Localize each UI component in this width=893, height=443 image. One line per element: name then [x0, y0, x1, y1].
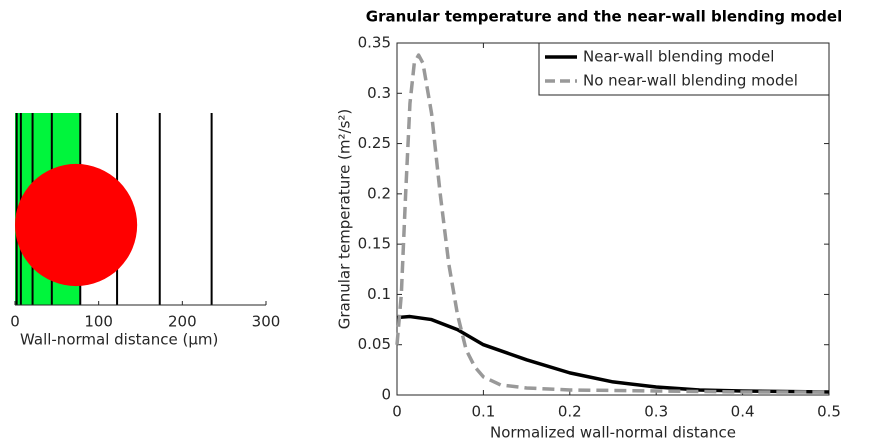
- y-tick-label: 0.05: [358, 335, 391, 353]
- series-line: [395, 53, 829, 394]
- legend-box: [538, 42, 830, 96]
- y-tick-label: 0.25: [358, 134, 391, 152]
- x-tick-label: 0: [392, 403, 402, 421]
- y-tick-label: 0.1: [367, 285, 391, 303]
- x-tick-label: 300: [252, 313, 281, 331]
- x-tick-label: 200: [168, 313, 197, 331]
- x-tick-label: 0.1: [471, 403, 495, 421]
- legend-label: Near-wall blending model: [583, 48, 774, 66]
- y-tick-label: 0.35: [358, 34, 391, 52]
- x-tick-label: 0.4: [731, 403, 755, 421]
- right-y-label: Granular temperature (m²/s²): [336, 109, 354, 330]
- y-tick-label: 0.3: [367, 84, 391, 102]
- x-tick-label: 0.5: [817, 403, 841, 421]
- x-tick-label: 0.3: [644, 403, 668, 421]
- x-tick-label: 100: [84, 313, 113, 331]
- y-tick-label: 0.2: [367, 184, 391, 202]
- x-tick-label: 0: [10, 313, 20, 331]
- right-x-label: Normalized wall-normal distance: [490, 424, 736, 442]
- particle: [15, 163, 138, 287]
- chart-title: Granular temperature and the near-wall b…: [366, 8, 842, 26]
- y-tick-label: 0: [381, 386, 391, 404]
- x-tick-label: 0.2: [558, 403, 582, 421]
- legend-label: No near-wall blending model: [583, 72, 798, 90]
- y-tick-label: 0.15: [358, 235, 391, 253]
- plot-area: [396, 42, 830, 396]
- left-x-label: Wall-normal distance (μm): [20, 331, 218, 349]
